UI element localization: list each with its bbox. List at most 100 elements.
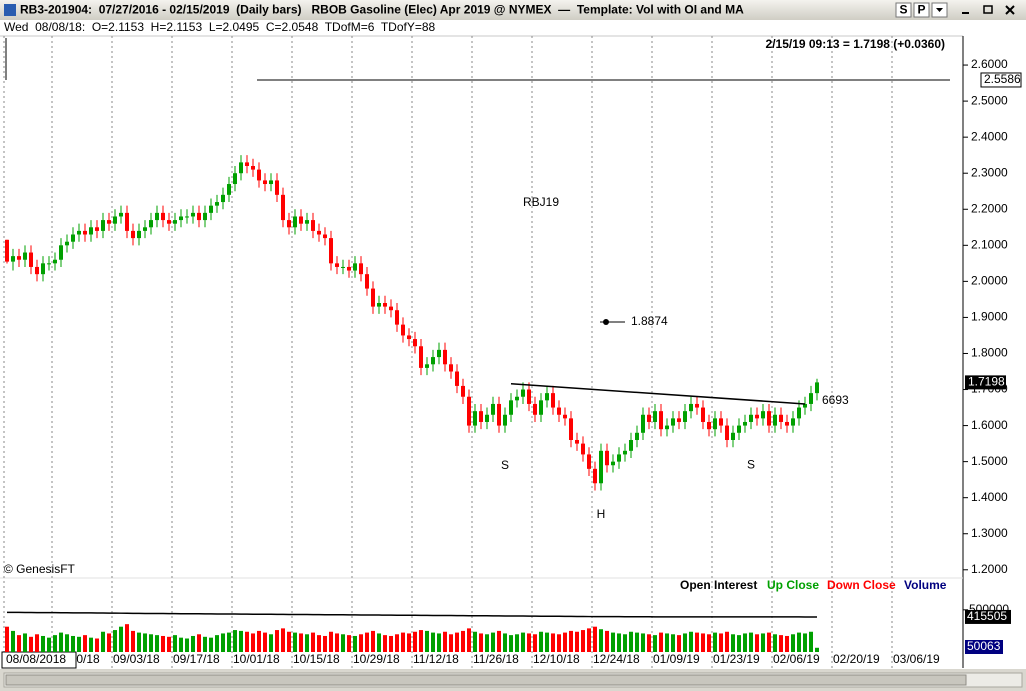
volume-bar [197, 634, 201, 652]
candle-body [41, 263, 45, 275]
volume-bar [797, 632, 801, 652]
candle-body [617, 454, 621, 462]
candle-body [335, 263, 339, 267]
candle-body [359, 263, 363, 275]
volume-bar [629, 631, 633, 652]
candle-body [419, 346, 423, 368]
button-label: P [917, 3, 925, 17]
volume-bar [809, 631, 813, 652]
x-tick-label: 08/08/2018 [6, 652, 66, 666]
candle-body [695, 403, 699, 408]
candle-body [323, 234, 327, 239]
volume-bar [581, 630, 585, 652]
candle-body [749, 414, 753, 422]
volume-bar [737, 635, 741, 652]
candle-body [389, 306, 393, 311]
volume-bar [635, 632, 639, 652]
candle-body [89, 227, 93, 235]
volume-bar [791, 634, 795, 652]
y-tick-label: 2.2000 [971, 201, 1008, 215]
x-tick-label: 10/15/18 [293, 652, 340, 666]
open-interest-line [7, 611, 817, 618]
volume-bar [677, 635, 681, 652]
neckline-label: 6693 [822, 393, 849, 407]
candle-body [179, 216, 183, 221]
volume-bar [131, 630, 135, 652]
volume-bar [293, 632, 297, 652]
legend-entry: Open Interest [680, 578, 757, 592]
candle-body [101, 220, 105, 231]
candle-body [563, 414, 567, 419]
candle-body [155, 212, 159, 221]
candle-body [299, 216, 303, 224]
volume-bar [509, 635, 513, 652]
y-tick-label: 1.5000 [971, 454, 1008, 468]
volume-tag-label: 50063 [967, 639, 1001, 653]
candle-body [515, 396, 519, 401]
button-p[interactable] [913, 2, 930, 18]
volume-bar [683, 633, 687, 652]
x-tick-label: 03/06/19 [893, 652, 940, 666]
candle-body [803, 403, 807, 408]
scrollbar-thumb[interactable] [5, 674, 967, 686]
button-s[interactable] [895, 2, 912, 18]
volume-bar [593, 626, 597, 652]
candle-body [251, 166, 255, 170]
candle-body [653, 411, 657, 422]
candle-body [35, 266, 39, 275]
volume-bar [389, 635, 393, 652]
candle-body [371, 288, 375, 307]
volume-bar [401, 632, 405, 652]
y-tick-label: 1.4000 [971, 490, 1008, 504]
restore-button[interactable] [983, 5, 993, 14]
candle-body [587, 454, 591, 469]
candle-body [809, 393, 813, 404]
x-tick-label: 02/20/19 [833, 652, 880, 666]
candle-body [161, 212, 165, 221]
candle-body [59, 245, 63, 260]
volume-bar [425, 630, 429, 652]
candle-body [527, 389, 531, 404]
volume-bar [443, 631, 447, 652]
volume-bar [221, 633, 225, 652]
volume-bar [725, 631, 729, 652]
volume-bar [359, 634, 363, 652]
chart-header: 2/15/19 09:13 = 1.7198 (+0.0360) [766, 37, 945, 51]
candle-body [29, 252, 33, 267]
candle-body [677, 418, 681, 422]
y-tick-label: 2.1000 [971, 237, 1008, 251]
volume-bar [647, 634, 651, 652]
volume-bar [461, 630, 465, 652]
candle-body [347, 266, 351, 271]
candle-body [365, 274, 369, 289]
candle-body [383, 303, 387, 307]
volume-bar [563, 632, 567, 652]
candle-body [353, 263, 357, 271]
volume-bar [173, 635, 177, 652]
volume-bar [455, 632, 459, 652]
candle-body [131, 230, 135, 239]
volume-bar [779, 635, 783, 652]
close-button[interactable] [1005, 5, 1015, 15]
volume-bar [209, 637, 213, 652]
volume-bar [605, 630, 609, 652]
candle-body [485, 414, 489, 422]
candle-body [431, 357, 435, 365]
button-label: S [899, 3, 907, 17]
candle-body [215, 202, 219, 206]
volume-bar [341, 634, 345, 652]
volume-bar [179, 637, 183, 652]
candle-body [659, 411, 663, 430]
volume-bar [83, 635, 87, 652]
volume-bar [749, 632, 753, 652]
candle-body [707, 421, 711, 430]
volume-bar [41, 635, 45, 652]
plot: 08/20/1809/03/1809/17/1810/01/1810/15/18… [1, 36, 1022, 669]
x-tick-label: 12/24/18 [593, 652, 640, 666]
x-tick-label: 10/29/18 [353, 652, 400, 666]
volume-bar [671, 634, 675, 652]
candle-body [221, 194, 225, 203]
volume-bar [773, 634, 777, 652]
volume-bar [233, 630, 237, 652]
